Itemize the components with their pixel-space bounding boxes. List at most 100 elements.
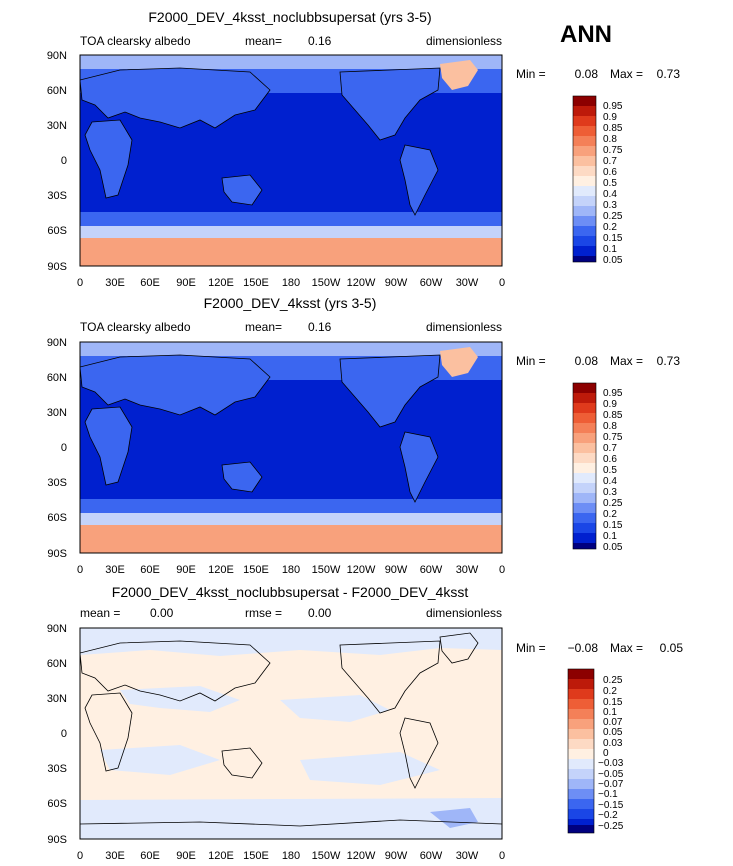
panel-2-antarctica [80, 525, 502, 553]
panel-1-xticks: 0 30E 60E 90E 120E 150E 180 150W 120W 90… [77, 277, 505, 289]
panel-2-cb-label: 0.15 [603, 520, 623, 531]
panel-1-cb-frame [572, 95, 597, 263]
panel-1-ytick: 60N [47, 85, 67, 97]
panel-3-cb-box [568, 739, 594, 749]
panel-2-xtick: 0 [499, 564, 505, 576]
panel-1-colorbar-labels: 0.95 0.9 0.85 0.8 0.75 0.7 0.6 0.5 0.4 0… [603, 101, 623, 266]
panel-3-min-label: Min = [516, 641, 546, 655]
panel-3-ytick: 90S [47, 834, 67, 846]
panel-3-cb-box [568, 689, 594, 699]
panel-2-cb-box [573, 383, 596, 393]
panel-1-cb-label: 0.05 [603, 255, 623, 266]
panel-2-max-value: 0.73 [657, 354, 681, 368]
panel-2-cb-box [573, 483, 596, 493]
panel-2-map [80, 342, 502, 553]
panel-1-africa [84, 119, 133, 199]
panel-1-cb-label: 0.4 [603, 189, 617, 200]
panel-1-mean-label: mean= [245, 34, 282, 48]
panel-3-xtick: 30E [105, 850, 125, 862]
panel-3-coastlines [80, 632, 502, 827]
panel-1-south-ice-edge [80, 226, 502, 238]
panel-2-cb-box [573, 453, 596, 463]
panel-2-xtick: 30E [105, 564, 125, 576]
panel-2-cb-box [573, 433, 596, 443]
panel-2-cb-box [573, 463, 596, 473]
panel-1-north-america [339, 67, 441, 141]
panel-2-yticks: 90N 60N 30N 0 30S 60S 90S [47, 337, 67, 560]
panel-2-ytick: 60N [47, 372, 67, 384]
panel-3-eurasia [80, 640, 271, 702]
panel-3-cb-label: −0.05 [598, 769, 624, 780]
panel-1-max-label: Max = [610, 67, 643, 81]
panel-2-min-value: 0.08 [575, 354, 599, 368]
panel-3-colorbar-labels: 0.25 0.2 0.15 0.1 0.07 0.05 0.03 0 −0.03… [598, 675, 624, 832]
panel-3-cb-box [568, 809, 594, 819]
panel-1-cb-box [573, 106, 596, 116]
panel-1-ytick: 90S [47, 261, 67, 273]
panel-3-xtick: 90W [385, 850, 408, 862]
panel-3-rmse-label: rmse = [245, 606, 282, 620]
panel-1-cb-box [573, 176, 596, 186]
panel-2-cb-label: 0.25 [603, 498, 623, 509]
panel-3-xtick: 0 [77, 850, 83, 862]
panel-1-mean-value: 0.16 [308, 34, 332, 48]
panel-3-cb-box [568, 719, 594, 729]
panel-3-xtick: 90E [176, 850, 196, 862]
panel-3-africa [84, 692, 133, 772]
panel-3-ytick: 30S [47, 763, 67, 775]
panel-1-xtick: 0 [499, 277, 505, 289]
panel-2-cb-box [573, 393, 596, 403]
panel-1-greenland [440, 60, 478, 90]
panel-2-south-ice-edge [80, 513, 502, 525]
panel-1-cb-label: 0.75 [603, 145, 623, 156]
panel-3-cb-label: −0.07 [598, 779, 624, 790]
panel-2-australia [221, 461, 263, 493]
panel-2-xtick: 0 [77, 564, 83, 576]
panel-1-min-label: Min = [516, 67, 546, 81]
panel-1-xtick: 60W [420, 277, 443, 289]
panel-1-colorbar [572, 95, 597, 263]
panel-2-cb-frame [572, 382, 597, 550]
panel-3-units: dimensionless [426, 606, 502, 620]
panel-1-cb-box [573, 186, 596, 196]
panel-3-cb-box [568, 709, 594, 719]
panel-2-cb-label: 0.85 [603, 410, 623, 421]
panel-3-colorbar [567, 668, 595, 834]
panel-2-africa [84, 406, 133, 486]
panel-2-greenland [440, 347, 478, 377]
panel-3-frame [79, 627, 503, 840]
panel-1-units: dimensionless [426, 34, 502, 48]
panel-3-xtick: 0 [499, 850, 505, 862]
panel-3-north-america [339, 640, 441, 714]
panel-3-patch [100, 745, 220, 775]
panel-2-cb-label: 0.2 [603, 509, 617, 520]
panel-3-cb-box [568, 749, 594, 759]
panel-2-cb-label: 0.4 [603, 476, 617, 487]
panel-3-mean-label: mean = [80, 606, 120, 620]
panel-2-cb-label: 0.7 [603, 443, 617, 454]
panel-3: F2000_DEV_4ksst_noclubbsupersat - F2000_… [47, 584, 684, 862]
panel-1-cb-box [573, 156, 596, 166]
panel-1-xtick: 30E [105, 277, 125, 289]
panel-2-ytick: 0 [61, 442, 67, 454]
panel-2-south-america [399, 431, 439, 503]
panel-2-mean-value: 0.16 [308, 320, 332, 334]
panel-2: F2000_DEV_4ksst (yrs 3-5) TOA clearsky a… [47, 295, 681, 576]
panel-3-yticks: 90N 60N 30N 0 30S 60S 90S [47, 623, 67, 846]
panel-1-cb-label: 0.25 [603, 211, 623, 222]
panel-1-cb-box [573, 256, 596, 262]
panel-2-cb-label: 0.8 [603, 421, 617, 432]
panel-2-min-label: Min = [516, 354, 546, 368]
panel-3-xtick: 60W [420, 850, 443, 862]
panel-1-cb-label: 0.8 [603, 134, 617, 145]
panel-1-continents [80, 67, 441, 216]
panel-1-cb-label: 0.6 [603, 167, 617, 178]
panel-3-cb-box [568, 825, 594, 833]
panel-2-cb-box [573, 543, 596, 549]
panel-3-cb-box [568, 779, 594, 789]
panel-1-variable-label: TOA clearsky albedo [80, 34, 191, 48]
panel-3-cb-label: 0 [603, 748, 609, 759]
panel-1-xtick: 90E [176, 277, 196, 289]
panel-1-min-value: 0.08 [575, 67, 599, 81]
panel-3-xtick: 150E [243, 850, 269, 862]
